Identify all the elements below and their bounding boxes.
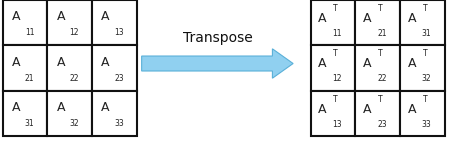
Text: A: A	[101, 10, 109, 23]
Text: A: A	[101, 56, 109, 69]
Text: 31: 31	[422, 29, 431, 38]
Text: 11: 11	[25, 28, 34, 37]
Text: 22: 22	[70, 74, 79, 83]
Text: A: A	[12, 56, 20, 69]
Text: A: A	[408, 103, 416, 116]
Text: T: T	[378, 95, 383, 104]
Text: T: T	[423, 95, 427, 104]
Text: T: T	[378, 4, 383, 13]
Text: 13: 13	[114, 28, 124, 37]
Text: A: A	[363, 103, 372, 116]
Bar	[47, 0, 92, 45]
Text: 32: 32	[69, 119, 79, 128]
Text: T: T	[423, 4, 427, 13]
Text: 32: 32	[422, 74, 431, 83]
Text: A: A	[319, 57, 327, 70]
Text: 13: 13	[333, 120, 342, 129]
Bar	[92, 91, 137, 136]
Bar	[310, 45, 355, 91]
Bar	[400, 0, 445, 45]
Bar	[3, 45, 47, 91]
Bar	[400, 45, 445, 91]
Bar	[355, 45, 400, 91]
Text: 21: 21	[377, 29, 387, 38]
Text: A: A	[12, 101, 20, 114]
Text: A: A	[56, 10, 65, 23]
Text: T: T	[423, 49, 427, 58]
Text: A: A	[363, 57, 372, 70]
Text: 33: 33	[114, 119, 124, 128]
Text: 31: 31	[25, 119, 34, 128]
Bar	[310, 91, 355, 136]
Bar	[310, 0, 355, 45]
Text: 22: 22	[377, 74, 387, 83]
Text: 33: 33	[422, 120, 432, 129]
Text: A: A	[56, 101, 65, 114]
Text: 12: 12	[333, 74, 342, 83]
Text: A: A	[408, 57, 416, 70]
Text: 12: 12	[70, 28, 79, 37]
Text: 23: 23	[377, 120, 387, 129]
Bar	[92, 45, 137, 91]
Text: T: T	[333, 95, 338, 104]
Text: A: A	[408, 12, 416, 25]
Bar	[92, 0, 137, 45]
Bar	[47, 91, 92, 136]
Text: 23: 23	[114, 74, 124, 83]
Polygon shape	[142, 49, 293, 78]
Bar	[3, 0, 47, 45]
Text: T: T	[378, 49, 383, 58]
Text: Transpose: Transpose	[182, 31, 252, 45]
Bar	[355, 91, 400, 136]
Text: 21: 21	[25, 74, 34, 83]
Text: A: A	[319, 12, 327, 25]
Text: T: T	[333, 4, 338, 13]
Bar	[355, 0, 400, 45]
Bar	[47, 45, 92, 91]
Text: A: A	[363, 12, 372, 25]
Text: T: T	[333, 49, 338, 58]
Text: A: A	[101, 101, 109, 114]
Bar	[3, 91, 47, 136]
Text: A: A	[319, 103, 327, 116]
Text: A: A	[56, 56, 65, 69]
Text: A: A	[12, 10, 20, 23]
Bar	[400, 91, 445, 136]
Text: 11: 11	[333, 29, 342, 38]
